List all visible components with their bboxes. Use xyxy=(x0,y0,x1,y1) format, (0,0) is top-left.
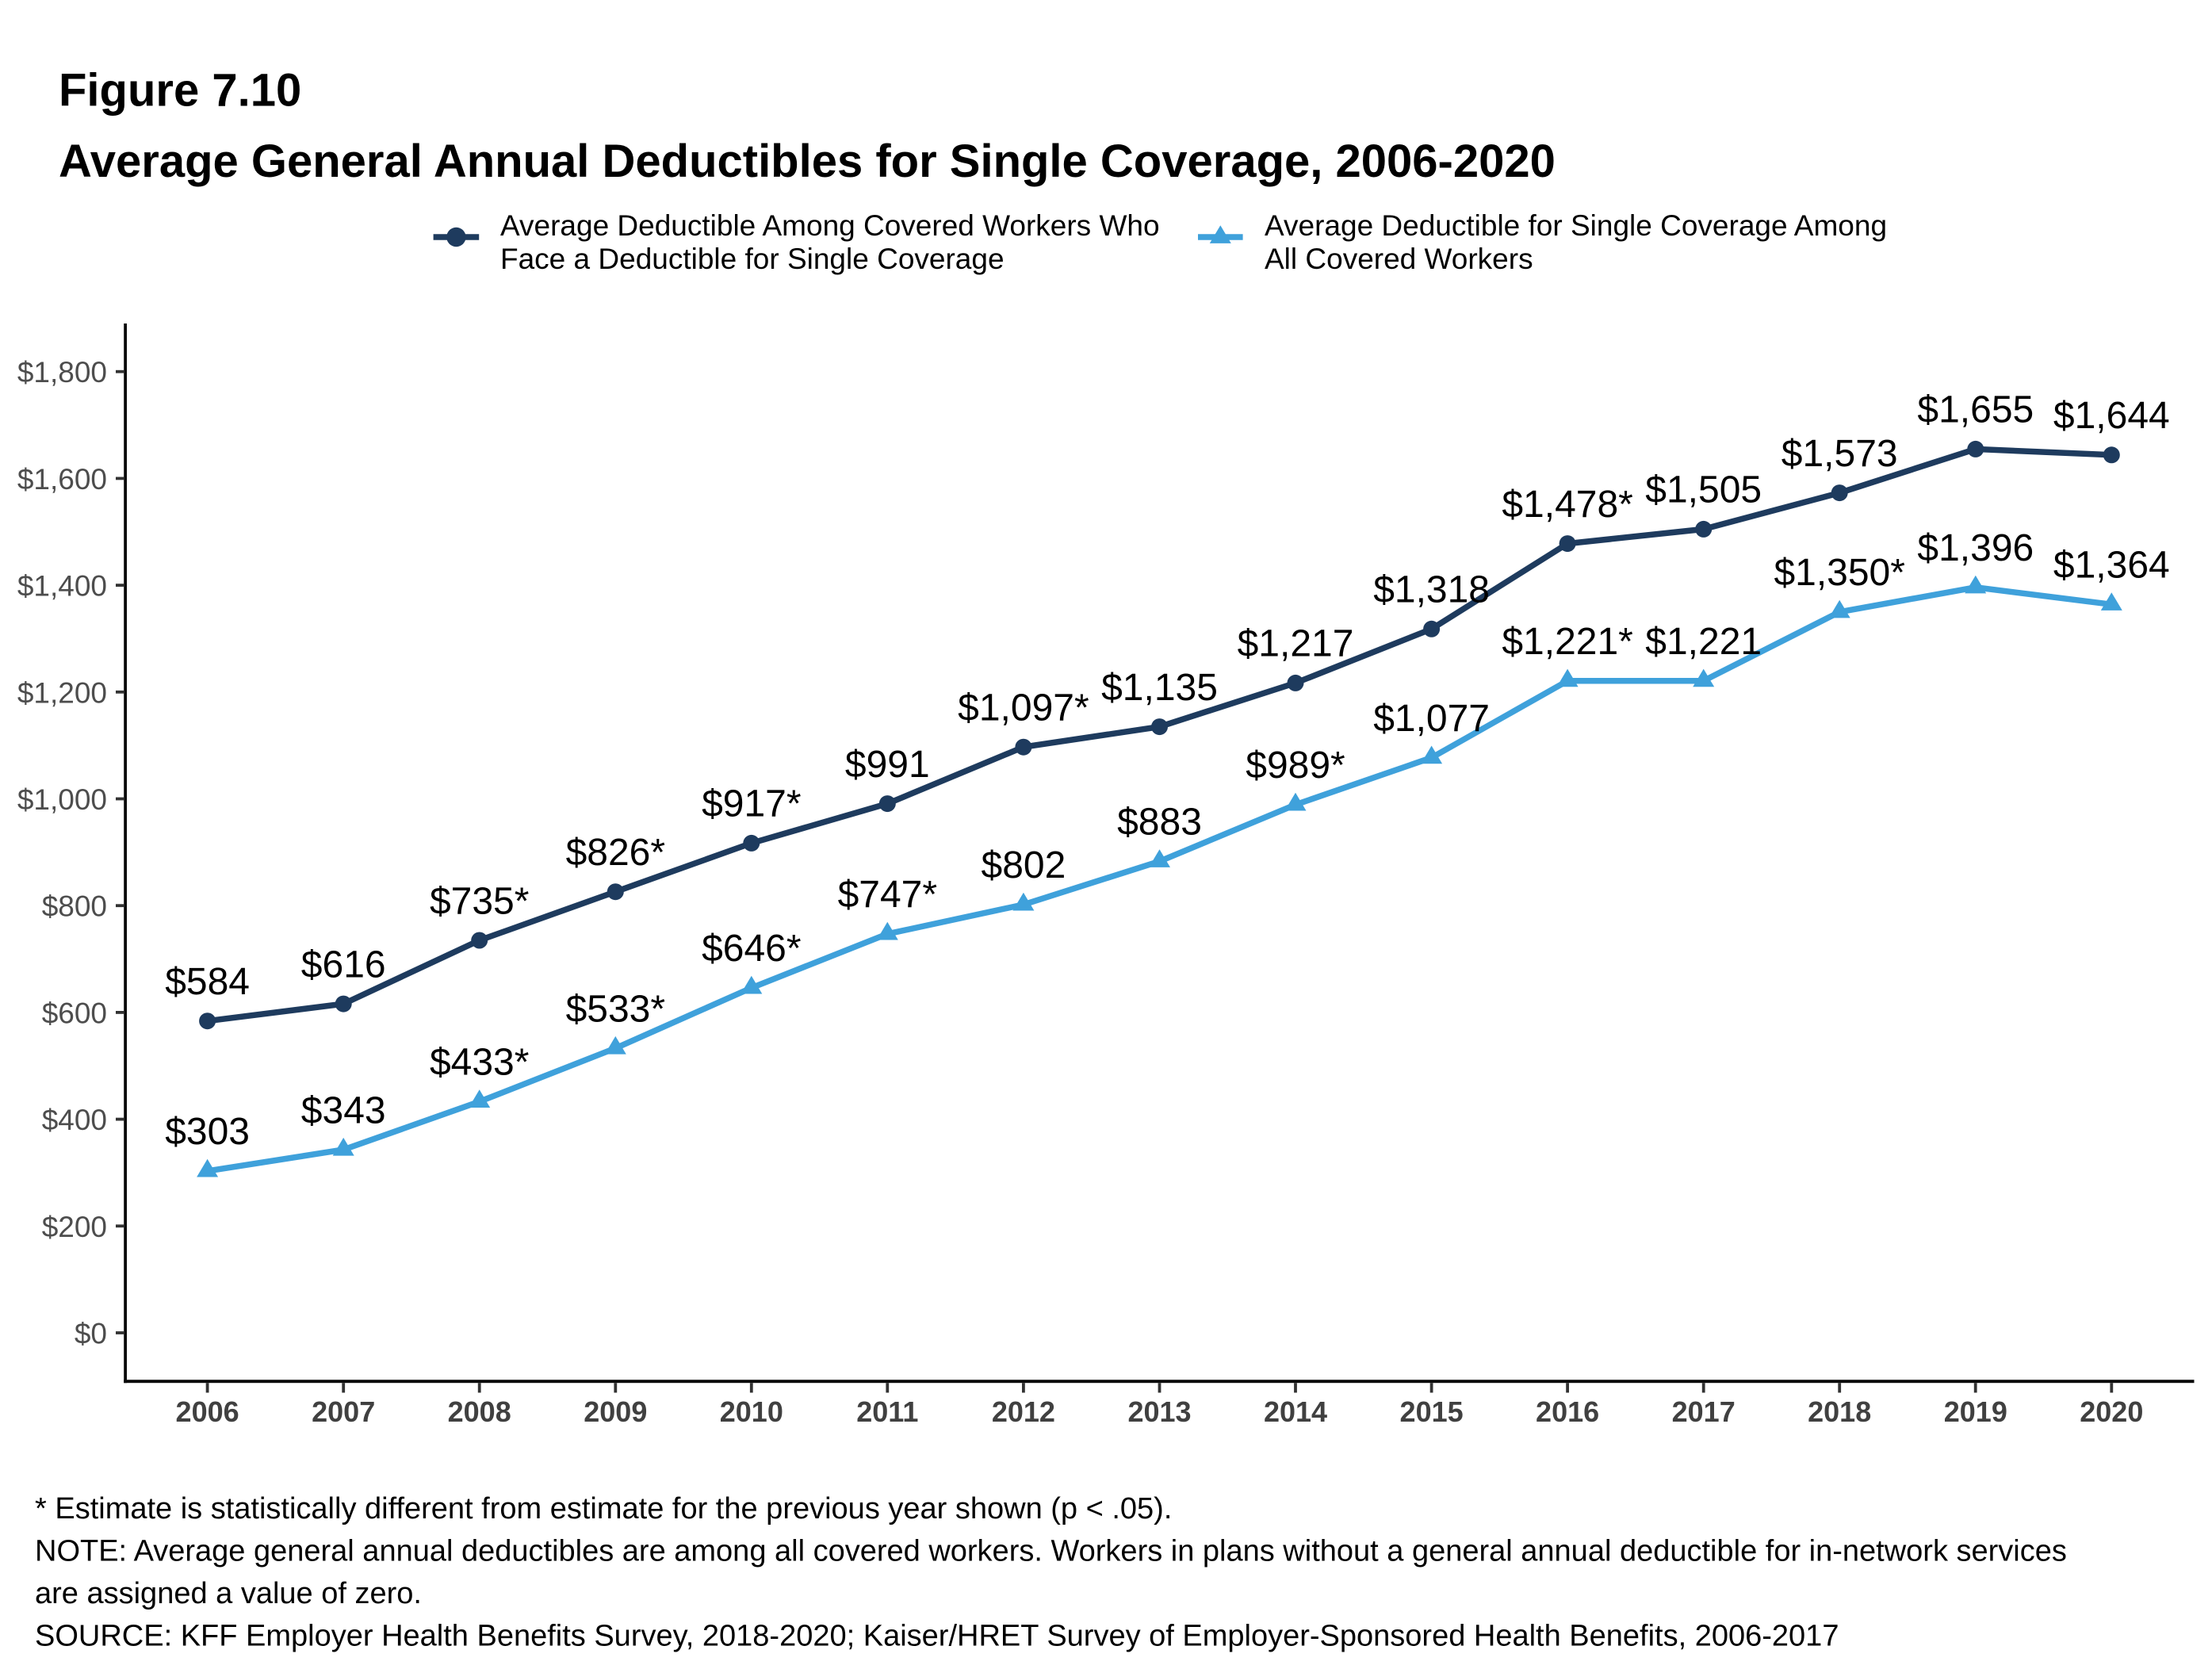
svg-text:$200: $200 xyxy=(42,1211,107,1243)
svg-text:$883: $883 xyxy=(1117,802,1202,844)
svg-text:$991: $991 xyxy=(845,744,930,786)
svg-text:$1,655: $1,655 xyxy=(1917,389,2034,431)
svg-text:2020: 2020 xyxy=(2080,1395,2143,1428)
svg-text:2016: 2016 xyxy=(1536,1395,1599,1428)
svg-text:$0: $0 xyxy=(75,1318,107,1350)
svg-text:$1,505: $1,505 xyxy=(1645,469,1762,511)
svg-text:$1,350*: $1,350* xyxy=(1774,552,1905,594)
svg-text:Face a Deductible for Single C: Face a Deductible for Single Coverage xyxy=(500,243,1005,275)
svg-text:$1,135: $1,135 xyxy=(1101,667,1218,709)
svg-text:$989*: $989* xyxy=(1246,745,1345,787)
svg-text:$1,364: $1,364 xyxy=(2053,545,2170,587)
svg-text:Figure 7.10: Figure 7.10 xyxy=(59,65,301,117)
svg-text:$1,400: $1,400 xyxy=(17,570,107,603)
svg-text:$1,478*: $1,478* xyxy=(1502,484,1633,526)
svg-text:$735*: $735* xyxy=(430,880,529,922)
svg-text:$747*: $747* xyxy=(838,874,937,916)
svg-text:$616: $616 xyxy=(301,944,386,986)
svg-text:2012: 2012 xyxy=(992,1395,1055,1428)
svg-text:2013: 2013 xyxy=(1127,1395,1191,1428)
svg-text:$343: $343 xyxy=(301,1089,386,1131)
svg-text:$533*: $533* xyxy=(566,988,665,1030)
svg-text:2014: 2014 xyxy=(1264,1395,1327,1428)
svg-text:$1,200: $1,200 xyxy=(17,676,107,709)
svg-text:$303: $303 xyxy=(165,1111,250,1153)
svg-text:$1,318: $1,318 xyxy=(1373,569,1490,611)
svg-text:All Covered Workers: All Covered Workers xyxy=(1265,243,1533,275)
svg-text:$1,221: $1,221 xyxy=(1645,621,1762,663)
svg-text:$1,221*: $1,221* xyxy=(1502,621,1633,663)
svg-text:$1,644: $1,644 xyxy=(2053,395,2170,437)
svg-text:* Estimate is statistically di: * Estimate is statistically different fr… xyxy=(35,1492,1172,1525)
svg-text:$1,396: $1,396 xyxy=(1917,527,2034,569)
svg-text:NOTE: Average general annual d: NOTE: Average general annual deductibles… xyxy=(35,1535,2067,1568)
svg-text:2009: 2009 xyxy=(584,1395,647,1428)
svg-text:2019: 2019 xyxy=(1944,1395,2007,1428)
svg-text:2007: 2007 xyxy=(312,1395,375,1428)
svg-text:$646*: $646* xyxy=(702,928,801,970)
svg-text:$1,573: $1,573 xyxy=(1781,433,1898,475)
svg-text:$1,217: $1,217 xyxy=(1238,623,1354,665)
svg-text:$1,097*: $1,097* xyxy=(958,687,1089,729)
svg-text:$1,077: $1,077 xyxy=(1373,698,1490,740)
svg-text:$433*: $433* xyxy=(430,1042,529,1084)
svg-text:2006: 2006 xyxy=(176,1395,239,1428)
svg-text:SOURCE: KFF Employer Health Be: SOURCE: KFF Employer Health Benefits Sur… xyxy=(35,1620,1839,1653)
svg-text:$802: $802 xyxy=(982,844,1066,886)
svg-text:$584: $584 xyxy=(165,961,250,1003)
svg-text:$917*: $917* xyxy=(702,783,801,825)
svg-text:$826*: $826* xyxy=(566,832,665,874)
svg-text:Average Deductible for Single: Average Deductible for Single Coverage A… xyxy=(1265,209,1887,242)
svg-text:2018: 2018 xyxy=(1808,1395,1871,1428)
svg-text:2010: 2010 xyxy=(720,1395,783,1428)
svg-text:2011: 2011 xyxy=(856,1395,918,1428)
svg-text:$1,000: $1,000 xyxy=(17,783,107,816)
svg-text:are assigned a value of zero.: are assigned a value of zero. xyxy=(35,1577,422,1610)
svg-text:2008: 2008 xyxy=(448,1395,511,1428)
svg-text:$1,600: $1,600 xyxy=(17,463,107,496)
svg-text:$1,800: $1,800 xyxy=(17,356,107,389)
svg-text:2017: 2017 xyxy=(1672,1395,1736,1428)
svg-text:$400: $400 xyxy=(42,1104,107,1136)
svg-text:Average General Annual Deducti: Average General Annual Deductibles for S… xyxy=(59,136,1556,187)
svg-text:Average Deductible Among Cover: Average Deductible Among Covered Workers… xyxy=(500,209,1160,242)
svg-text:$600: $600 xyxy=(42,997,107,1029)
svg-text:$800: $800 xyxy=(42,890,107,923)
svg-text:2015: 2015 xyxy=(1400,1395,1464,1428)
